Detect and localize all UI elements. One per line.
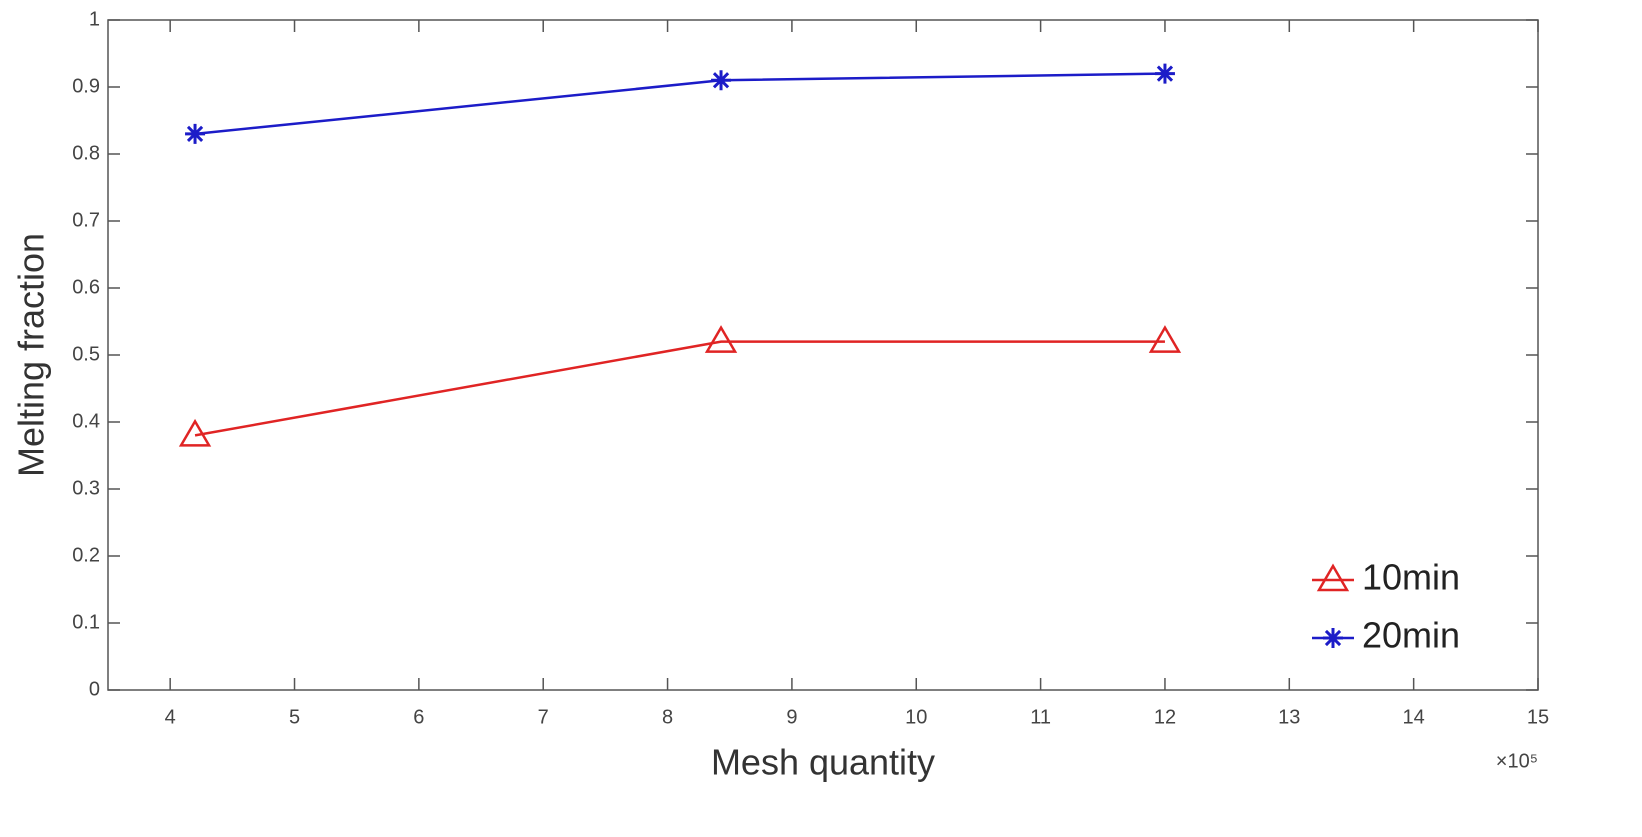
legend-marker: [1316, 563, 1350, 592]
y-tick-label: 0.6: [72, 276, 100, 298]
x-tick-label: 6: [413, 706, 424, 728]
y-tick-label: 0.5: [72, 343, 100, 365]
y-axis-label: Melting fraction: [11, 233, 52, 477]
x-tick-label: 13: [1278, 706, 1300, 728]
x-tick-label: 9: [786, 706, 797, 728]
y-tick-label: 0.8: [72, 142, 100, 164]
series-line: [194, 340, 1165, 437]
x-tick-label: 15: [1527, 706, 1549, 728]
x-tick-label: 8: [662, 706, 673, 728]
x-tick-label: 7: [538, 706, 549, 728]
legend-label: 10min: [1362, 557, 1460, 598]
x-tick-label: 12: [1154, 706, 1176, 728]
x-tick-label: 5: [289, 706, 300, 728]
marker: [1154, 63, 1175, 84]
y-tick-label: 1: [89, 8, 100, 30]
legend-marker: [1323, 628, 1343, 648]
x-tick-label: 14: [1403, 706, 1425, 728]
y-tick-label: 0.3: [72, 477, 100, 499]
marker: [711, 70, 732, 91]
marker: [1148, 325, 1182, 353]
y-tick-label: 0.9: [72, 75, 100, 97]
marker: [178, 418, 212, 447]
marker: [185, 123, 206, 144]
y-tick-label: 0: [89, 678, 100, 700]
x-axis-label: Mesh quantity: [711, 742, 935, 783]
marker: [704, 325, 738, 353]
y-tick-label: 0.2: [72, 544, 100, 566]
legend-label: 20min: [1362, 615, 1460, 656]
y-tick-label: 0.7: [72, 209, 100, 231]
x-tick-label: 11: [1030, 706, 1051, 728]
y-tick-label: 0.1: [72, 611, 100, 633]
x-tick-label: 10: [905, 706, 927, 728]
series-line: [194, 72, 1165, 136]
x-tick-label: 4: [165, 706, 176, 728]
y-tick-label: 0.4: [72, 410, 100, 432]
x-exponent-label: ×10⁵: [1496, 750, 1538, 772]
